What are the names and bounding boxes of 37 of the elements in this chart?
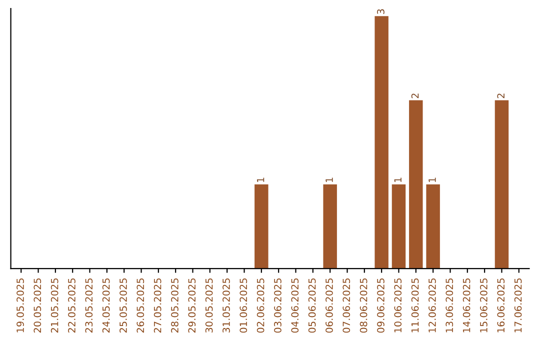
x-tick-label: 31.05.2025: [222, 278, 230, 333]
data-label: 2: [497, 94, 504, 98]
data-label: 1: [326, 178, 333, 182]
data-label: 1: [257, 178, 264, 182]
x-tick-label: 14.06.2025: [462, 278, 470, 332]
data-label: 2: [411, 94, 419, 98]
x-tick-label: 09.06.2025: [377, 278, 384, 333]
x-tick-label: 07.06.2025: [342, 278, 350, 333]
x-tick-label: 30.05.2025: [205, 278, 213, 333]
x-tick-label: 26.05.2025: [136, 278, 144, 333]
x-tick-label: 10.06.2025: [394, 278, 402, 332]
x-tick-label: 19.05.2025: [16, 278, 24, 332]
x-tick-label: 13.06.2025: [446, 278, 454, 332]
x-tick-label: 06.06.2025: [326, 278, 333, 333]
x-tick-label: 08.06.2025: [360, 278, 368, 333]
x-tick-label: 28.05.2025: [171, 278, 178, 333]
x-tick-label: 15.06.2025: [480, 278, 488, 332]
x-tick-label: 01.06.2025: [240, 278, 248, 333]
x-tick-label: 17.06.2025: [514, 278, 522, 332]
data-label: 3: [377, 9, 384, 14]
x-tick-label: 25.05.2025: [120, 278, 127, 333]
x-tick-label: 04.06.2025: [291, 278, 299, 333]
x-tick-label: 02.06.2025: [256, 278, 264, 333]
x-tick-label: 22.05.2025: [68, 278, 76, 333]
x-tick-label: 11.06.2025: [411, 278, 419, 332]
x-tick-label: 23.05.2025: [85, 278, 93, 333]
x-tick-label: 16.06.2025: [497, 278, 505, 332]
x-tick-label: 29.05.2025: [188, 278, 196, 333]
data-label: 1: [394, 178, 402, 182]
data-label: 1: [428, 178, 436, 182]
x-tick-label: 24.05.2025: [102, 278, 110, 333]
x-tick-label: 05.06.2025: [308, 278, 316, 333]
x-tick-label: 03.06.2025: [274, 278, 282, 333]
x-tick-label: 27.05.2025: [154, 278, 162, 333]
x-tick-label: 21.05.2025: [50, 278, 58, 333]
x-tick-label: 12.06.2025: [428, 278, 436, 332]
x-tick-label: 20.05.2025: [34, 278, 42, 333]
